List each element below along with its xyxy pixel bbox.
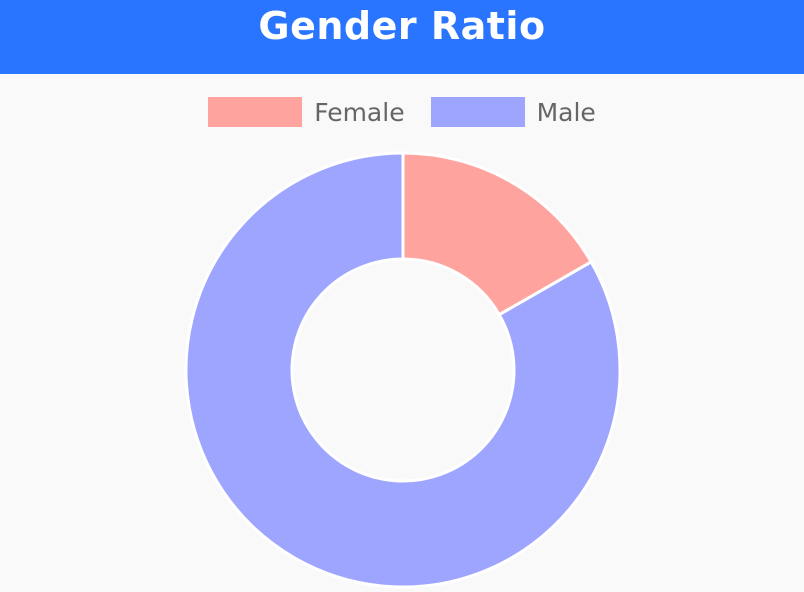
legend-label-female: Female <box>314 97 405 127</box>
doughnut-slices <box>184 151 622 589</box>
slice-female[interactable] <box>401 151 594 317</box>
chart-legend: Female Male <box>0 97 804 127</box>
legend-label-male: Male <box>536 97 596 127</box>
chart-title: Gender Ratio <box>258 4 546 48</box>
legend-item-female[interactable]: Female <box>208 97 405 127</box>
chart-header: Gender Ratio <box>0 0 804 74</box>
legend-swatch-female <box>208 97 303 127</box>
legend-item-male[interactable]: Male <box>430 97 596 127</box>
legend-swatch-male <box>430 97 525 127</box>
slice-male[interactable] <box>184 151 622 589</box>
